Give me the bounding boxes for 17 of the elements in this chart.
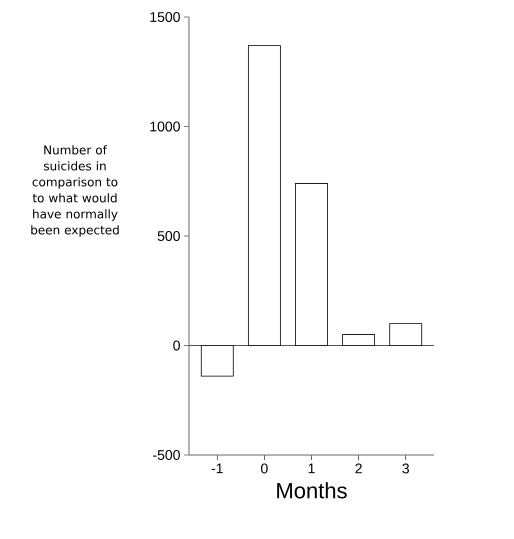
bar [200, 345, 234, 377]
x-axis-title: Months [277, 482, 347, 498]
x-tick-label: 0 [261, 464, 268, 474]
y-tick-label: 0 [173, 340, 180, 350]
x-tick-label: 1 [308, 464, 315, 474]
bar [295, 183, 328, 346]
x-tick-label: 2 [355, 464, 362, 474]
y-axis-title: Number of suicides in comparison to to what would have normally been expected [31, 145, 119, 237]
bar [389, 323, 422, 346]
y-tick-label: 1000 [150, 122, 180, 132]
y-tick-label: 500 [158, 231, 180, 241]
x-tick-label: 3 [402, 464, 409, 474]
bar [248, 45, 281, 346]
x-tick-label: -1 [212, 464, 223, 474]
bar [342, 334, 376, 346]
y-tick-label: 1500 [150, 12, 180, 22]
y-tick-label: -500 [153, 450, 180, 460]
